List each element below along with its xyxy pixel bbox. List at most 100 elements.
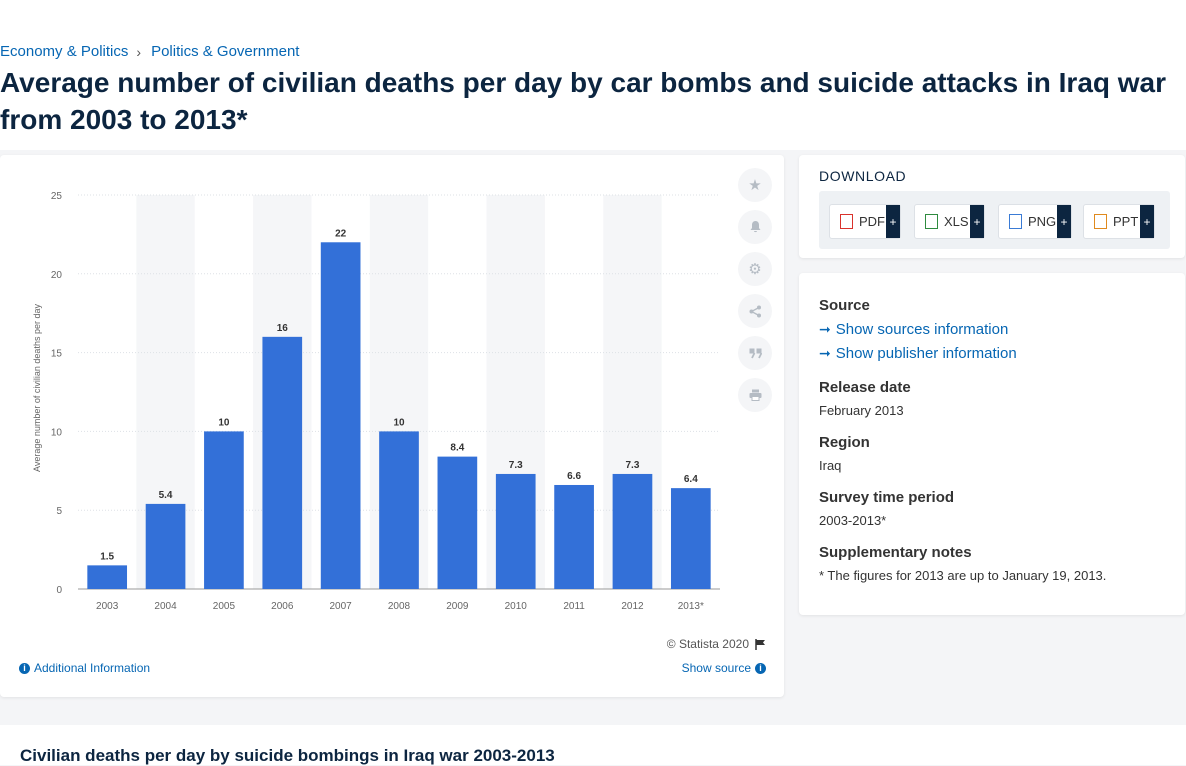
additional-information-label: Additional Information (34, 661, 151, 675)
data-label: 5.4 (159, 490, 173, 501)
x-tick-label: 2006 (271, 601, 294, 612)
xls-file-icon (925, 214, 938, 229)
show-source-label: Show source (681, 661, 751, 675)
data-label: 16 (277, 323, 289, 334)
chart-tools: ★ ⚙ (738, 168, 772, 420)
bar (87, 565, 128, 589)
breadcrumb-link-politics[interactable]: Politics & Government (151, 43, 300, 60)
bar (437, 456, 478, 589)
quote-icon[interactable] (738, 336, 772, 370)
bar (379, 431, 419, 589)
x-tick-label: 2011 (563, 601, 585, 612)
show-source-link[interactable]: Show source i (682, 661, 766, 675)
show-sources-label: Show sources information (835, 321, 1009, 338)
show-publisher-link[interactable]: ➞ Show publisher information (819, 345, 1017, 362)
plus-icon: + (886, 205, 900, 238)
info-icon: i (755, 662, 766, 674)
share-icon[interactable] (738, 294, 772, 328)
bar (262, 336, 303, 589)
y-axis-label: Average number of civilian deaths per da… (32, 304, 42, 472)
show-sources-link[interactable]: ➞ Show sources information (819, 321, 1008, 338)
download-title: DOWNLOAD (819, 168, 907, 184)
bar (554, 484, 594, 589)
survey-value: 2003-2013* (819, 513, 887, 528)
additional-information-link[interactable]: i Additional Information (19, 661, 150, 675)
pdf-file-icon (840, 214, 853, 229)
related-statistic-title[interactable]: Civilian deaths per day by suicide bombi… (20, 746, 555, 765)
download-ppt-button[interactable]: PPT + (1083, 204, 1155, 239)
print-icon[interactable] (738, 378, 772, 412)
data-label: 10 (218, 417, 230, 428)
info-icon: i (19, 662, 30, 674)
x-tick-label: 2004 (154, 601, 177, 612)
notes-value: * The figures for 2013 are up to January… (819, 568, 1107, 583)
release-value: February 2013 (819, 403, 904, 418)
download-png-label: PNG (1028, 214, 1057, 229)
breadcrumb-link-economy[interactable]: Economy & Politics (0, 43, 129, 60)
related-statistic-card: Civilian deaths per day by suicide bombi… (0, 725, 1186, 765)
png-file-icon (1009, 214, 1022, 229)
x-tick-label: 2005 (213, 601, 236, 612)
region-heading: Region (819, 434, 870, 451)
data-label: 10 (393, 417, 405, 428)
data-label: 6.4 (684, 474, 698, 485)
data-label: 7.3 (509, 460, 523, 471)
data-label: 6.6 (567, 471, 581, 482)
survey-heading: Survey time period (819, 489, 955, 506)
y-tick-label: 5 (56, 506, 62, 517)
data-label: 22 (335, 228, 347, 239)
bar (320, 242, 361, 589)
download-bar: PDF + XLS + PNG + PPT + (819, 191, 1170, 249)
x-tick-label: 2012 (621, 601, 644, 612)
x-tick-label: 2007 (330, 601, 353, 612)
data-label: 1.5 (100, 551, 114, 562)
download-xls-button[interactable]: XLS + (914, 204, 985, 239)
star-icon[interactable]: ★ (738, 168, 772, 202)
source-heading: Source (819, 297, 870, 314)
header-area (0, 0, 1186, 150)
bar (612, 473, 653, 589)
x-tick-label: 2003 (96, 601, 119, 612)
plus-icon: + (1057, 205, 1071, 238)
bar (204, 431, 244, 589)
chart-card: 0 5 10 15 20 25 Average number of civilian dea… (0, 155, 784, 697)
bell-icon[interactable] (738, 210, 772, 244)
y-tick-label: 0 (56, 585, 62, 596)
y-tick-label: 25 (51, 191, 63, 202)
data-label: 8.4 (450, 443, 464, 454)
data-label: 7.3 (626, 460, 640, 471)
bar (145, 503, 186, 589)
x-tick-label: 2008 (388, 601, 411, 612)
download-pdf-label: PDF (859, 214, 885, 229)
download-xls-label: XLS (944, 214, 969, 229)
breadcrumb-separator: › (136, 43, 142, 60)
x-tick-label: 2010 (505, 601, 528, 612)
notes-heading: Supplementary notes (819, 544, 972, 561)
download-pdf-button[interactable]: PDF + (829, 204, 901, 239)
ppt-file-icon (1094, 214, 1107, 229)
release-heading: Release date (819, 379, 911, 396)
region-value: Iraq (819, 458, 842, 473)
y-tick-label: 15 (51, 349, 63, 360)
bar (670, 488, 711, 589)
y-tick-label: 20 (51, 270, 63, 281)
flag-icon[interactable] (755, 638, 766, 650)
show-publisher-label: Show publisher information (835, 345, 1017, 362)
copyright: © Statista 2020 (667, 637, 766, 651)
bar-chart: 0 5 10 15 20 25 Average number of civilian dea… (32, 191, 720, 612)
download-ppt-label: PPT (1113, 214, 1139, 229)
x-tick-label: 2013* (678, 601, 704, 612)
plus-icon: + (1140, 205, 1154, 238)
download-png-button[interactable]: PNG + (998, 204, 1072, 239)
arrow-right-icon: ➞ (819, 345, 831, 361)
x-tick-label: 2009 (446, 601, 469, 612)
gear-icon[interactable]: ⚙ (738, 252, 772, 286)
plus-icon: + (970, 205, 984, 238)
copyright-text: © Statista 2020 (666, 637, 749, 651)
page-title: Average number of civilian deaths per da… (0, 67, 1167, 135)
breadcrumb: Economy & Politics › Politics & Governme… (0, 43, 299, 60)
y-tick-label: 10 (51, 427, 63, 438)
arrow-right-icon: ➞ (819, 321, 831, 337)
bar (495, 473, 536, 589)
info-card: Source ➞ Show sources information ➞ Show… (799, 273, 1185, 615)
